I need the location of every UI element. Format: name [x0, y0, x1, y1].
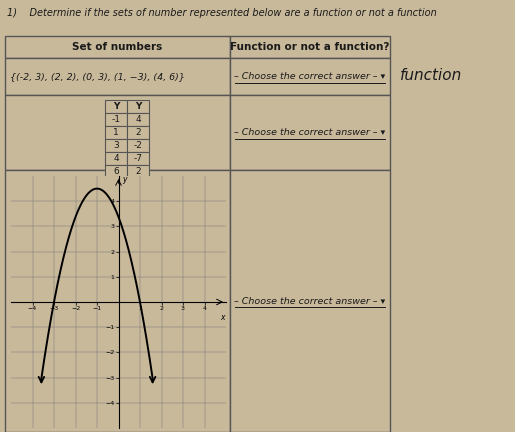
- Bar: [5, 95, 230, 170]
- Bar: [127, 165, 149, 178]
- Bar: [230, 58, 390, 95]
- Bar: [5, 58, 230, 95]
- Bar: [127, 139, 149, 152]
- Bar: [230, 95, 390, 170]
- Text: – Choose the correct answer – ▾: – Choose the correct answer – ▾: [234, 72, 386, 81]
- Text: 4: 4: [113, 154, 119, 163]
- Text: 2: 2: [135, 167, 141, 176]
- Bar: [5, 36, 230, 58]
- Text: Y: Y: [113, 102, 119, 111]
- Bar: [105, 165, 127, 178]
- Text: 1)    Determine if the sets of number represented below are a function or not a : 1) Determine if the sets of number repre…: [7, 8, 437, 18]
- Text: 4: 4: [135, 115, 141, 124]
- Text: x: x: [220, 313, 225, 322]
- Bar: [105, 139, 127, 152]
- Text: Y: Y: [135, 102, 141, 111]
- Text: -1: -1: [112, 115, 121, 124]
- Text: – Choose the correct answer – ▾: – Choose the correct answer – ▾: [234, 128, 386, 137]
- Bar: [127, 100, 149, 113]
- Text: 1: 1: [113, 128, 119, 137]
- Bar: [105, 126, 127, 139]
- Bar: [105, 113, 127, 126]
- Text: -7: -7: [133, 154, 143, 163]
- Bar: [127, 113, 149, 126]
- Bar: [127, 152, 149, 165]
- Bar: [230, 36, 390, 58]
- Text: Function or not a function?: Function or not a function?: [230, 42, 390, 52]
- Text: 6: 6: [113, 167, 119, 176]
- Bar: [105, 100, 127, 113]
- Text: 2: 2: [135, 128, 141, 137]
- Text: 3: 3: [113, 141, 119, 150]
- Text: y: y: [123, 175, 127, 184]
- Text: {(-2, 3), (2, 2), (0, 3), (1, −3), (4, 6)}: {(-2, 3), (2, 2), (0, 3), (1, −3), (4, 6…: [10, 72, 185, 81]
- Bar: [127, 126, 149, 139]
- Text: function: function: [400, 69, 462, 83]
- Text: – Choose the correct answer – ▾: – Choose the correct answer – ▾: [234, 296, 386, 305]
- Text: Set of numbers: Set of numbers: [73, 42, 163, 52]
- Text: -2: -2: [133, 141, 143, 150]
- Bar: [230, 170, 390, 432]
- Bar: [5, 170, 230, 432]
- Bar: [105, 152, 127, 165]
